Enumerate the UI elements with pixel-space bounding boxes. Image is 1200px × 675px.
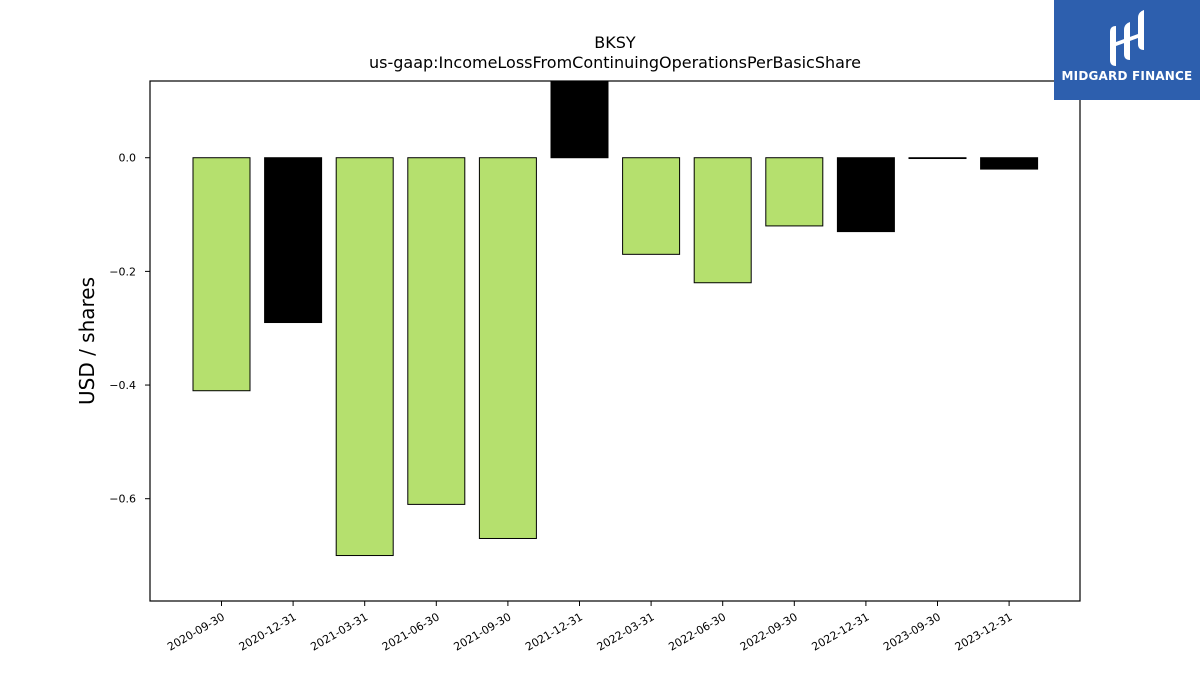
bar-2021-06-30 — [407, 157, 466, 505]
x-tick-label: 2020-12-31 — [237, 610, 299, 653]
logo-text: MIDGARD FINANCE — [1061, 69, 1193, 83]
y-tick-label: 0.0 — [119, 152, 137, 165]
bar-2020-12-31 — [264, 157, 323, 324]
bar-2023-12-31 — [980, 157, 1039, 170]
x-tick-label: 2022-06-30 — [666, 610, 728, 653]
y-tick-label: −0.4 — [109, 379, 136, 392]
bars-group — [192, 80, 1039, 557]
y-axis-ticks: 0.0 −0.2 −0.4 −0.6 — [109, 152, 150, 506]
x-tick-label: 2022-09-30 — [738, 610, 800, 653]
bar-2022-06-30 — [693, 157, 752, 284]
x-tick-label: 2023-12-31 — [953, 610, 1015, 653]
x-tick-label: 2021-12-31 — [523, 610, 585, 653]
plot-frame — [149, 80, 1081, 602]
bar-2022-09-30 — [765, 157, 824, 227]
x-tick-label: 2021-03-31 — [308, 610, 370, 653]
chart-title: BKSY — [594, 33, 636, 52]
y-tick-label: −0.6 — [109, 493, 136, 506]
x-tick-label: 2022-12-31 — [810, 610, 872, 653]
y-axis-label: USD / shares — [75, 277, 99, 405]
x-tick-label: 2021-09-30 — [452, 610, 514, 653]
bar-2021-12-31 — [550, 80, 609, 159]
bar-2022-12-31 — [836, 157, 895, 233]
bar-2021-03-31 — [335, 157, 394, 557]
x-tick-label: 2022-03-31 — [595, 610, 657, 653]
x-tick-label: 2020-09-30 — [165, 610, 227, 653]
bar-2021-09-30 — [478, 157, 537, 539]
logo-mark-icon — [1110, 10, 1144, 66]
bar-2022-03-31 — [622, 157, 681, 255]
bar-2020-09-30 — [192, 157, 251, 392]
x-tick-label: 2023-09-30 — [881, 610, 943, 653]
chart-subtitle: us-gaap:IncomeLossFromContinuingOperatio… — [369, 53, 861, 72]
bar-2023-09-30 — [908, 157, 967, 160]
y-tick-label: −0.2 — [109, 265, 136, 278]
midgard-finance-logo: MIDGARD FINANCE — [1054, 0, 1200, 100]
x-tick-label: 2021-06-30 — [380, 610, 442, 653]
x-axis-ticks: 2020-09-30 2020-12-31 2021-03-31 2021-06-30… — [165, 601, 1015, 654]
